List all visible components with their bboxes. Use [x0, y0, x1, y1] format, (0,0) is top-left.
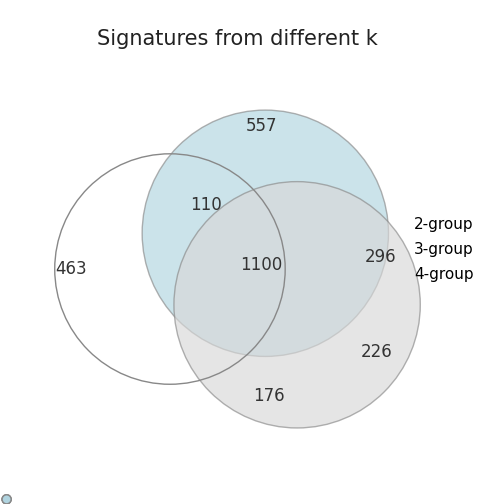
- Legend: 2-group, 3-group, 4-group: 2-group, 3-group, 4-group: [379, 212, 478, 287]
- Circle shape: [142, 110, 389, 356]
- Text: 110: 110: [190, 197, 222, 215]
- Text: 226: 226: [361, 343, 393, 361]
- Text: 1100: 1100: [240, 256, 282, 274]
- Text: 463: 463: [55, 260, 87, 278]
- Text: 296: 296: [365, 248, 396, 266]
- Text: 557: 557: [245, 117, 277, 135]
- Title: Signatures from different k: Signatures from different k: [97, 29, 378, 48]
- Text: 176: 176: [254, 387, 285, 405]
- Circle shape: [174, 181, 420, 428]
